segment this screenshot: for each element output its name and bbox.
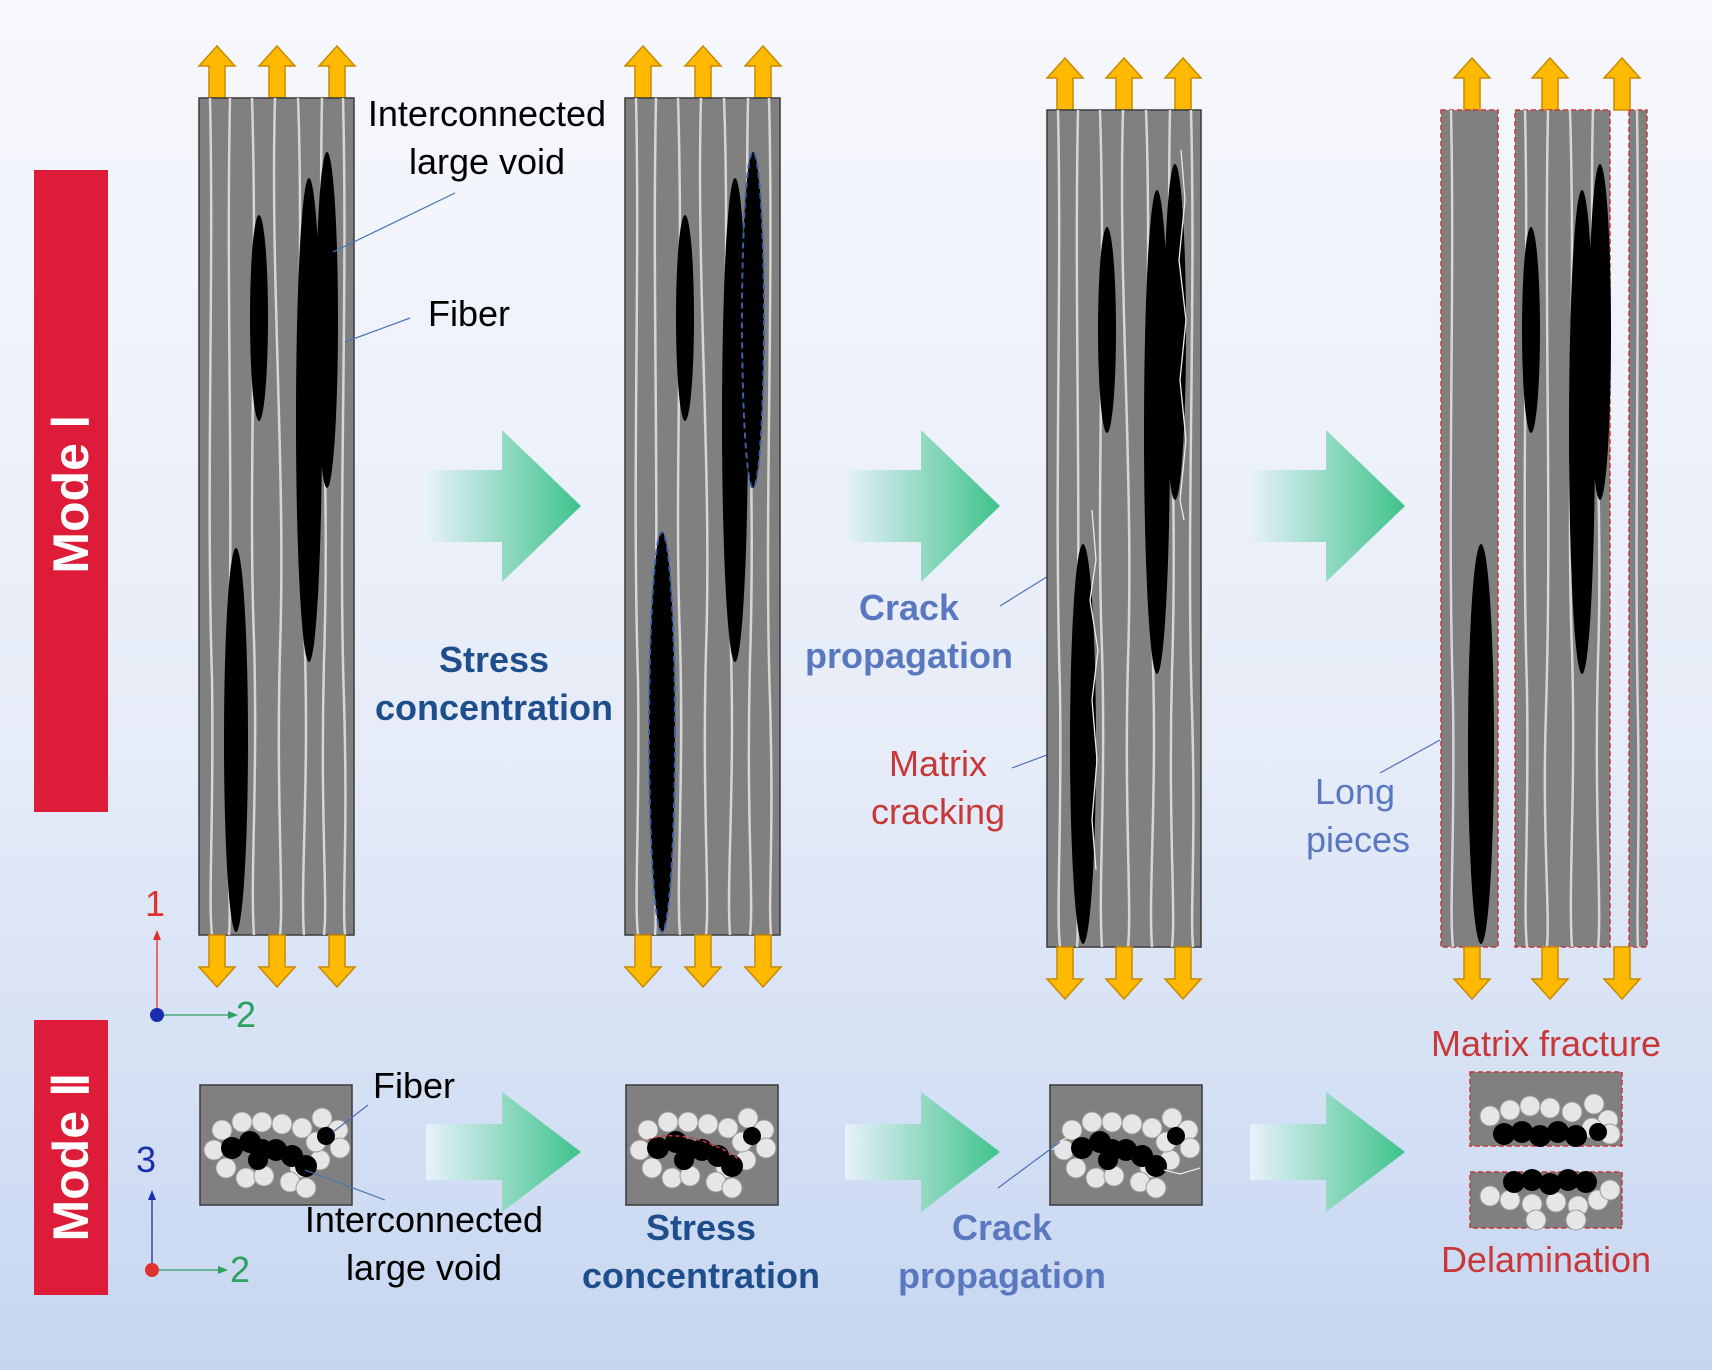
void-label-line2: large void bbox=[409, 141, 565, 182]
matrix-cracking-line2: cracking bbox=[871, 791, 1005, 832]
mode2-stress-line2: concentration bbox=[582, 1255, 820, 1296]
mode1-specimen-stage2 bbox=[624, 45, 782, 988]
load-arrow-down-icon bbox=[624, 934, 662, 988]
mode2-crack-line2: propagation bbox=[898, 1255, 1106, 1296]
mode1-specimen-stage1 bbox=[198, 45, 356, 988]
load-arrow-down-icon bbox=[744, 934, 782, 988]
axis-label-2b: 2 bbox=[230, 1249, 250, 1290]
load-arrow-down-icon bbox=[258, 934, 296, 988]
crack-label-line1: Crack bbox=[859, 587, 960, 628]
load-arrow-down-icon bbox=[1453, 946, 1491, 1000]
delamination-label: Delamination bbox=[1441, 1239, 1651, 1280]
load-arrow-down-icon bbox=[1603, 946, 1641, 1000]
load-arrow-up-icon bbox=[624, 45, 662, 99]
load-arrow-down-icon bbox=[1105, 946, 1143, 1000]
process-arrow-icon bbox=[1250, 1092, 1405, 1212]
long-pieces-line2: pieces bbox=[1306, 819, 1410, 860]
load-arrow-up-icon bbox=[258, 45, 296, 99]
process-arrow-icon bbox=[845, 430, 1000, 582]
load-arrow-up-icon bbox=[684, 45, 722, 99]
load-arrow-up-icon bbox=[1453, 57, 1491, 111]
crack-label-line2: propagation bbox=[805, 635, 1013, 676]
matrix-fracture-label: Matrix fracture bbox=[1431, 1023, 1661, 1064]
load-arrow-up-icon bbox=[744, 45, 782, 99]
load-arrow-up-icon bbox=[1603, 57, 1641, 111]
load-arrow-up-icon bbox=[1105, 57, 1143, 111]
mode1-band bbox=[34, 170, 108, 812]
load-arrow-down-icon bbox=[1531, 946, 1569, 1000]
mode1-axis: 1 2 bbox=[145, 883, 256, 1035]
load-arrow-up-icon bbox=[198, 45, 236, 99]
load-arrow-up-icon bbox=[318, 45, 356, 99]
axis-label-3: 3 bbox=[136, 1139, 156, 1180]
fiber-label: Fiber bbox=[428, 293, 510, 334]
mode2-void-label-line2: large void bbox=[346, 1247, 502, 1288]
load-arrow-up-icon bbox=[1046, 57, 1084, 111]
load-arrow-down-icon bbox=[198, 934, 236, 988]
mode2-band bbox=[34, 1020, 108, 1295]
load-arrow-down-icon bbox=[1164, 946, 1202, 1000]
mode2-section-stage4 bbox=[1469, 1071, 1623, 1231]
axis-label-1: 1 bbox=[145, 883, 165, 924]
process-arrow-icon bbox=[1250, 430, 1405, 582]
process-arrow-icon bbox=[845, 1092, 1000, 1212]
stress-label-line1: Stress bbox=[439, 639, 549, 680]
mode2-section-stage3 bbox=[1049, 1084, 1203, 1206]
process-arrow-icon bbox=[426, 1092, 581, 1212]
process-arrow-icon bbox=[426, 430, 581, 582]
mode1-band-label: Mode Ⅰ bbox=[43, 414, 99, 573]
mode2-section-stage1 bbox=[199, 1084, 353, 1206]
mode2-crack-line1: Crack bbox=[952, 1207, 1053, 1248]
mode2-axis: 3 2 bbox=[136, 1139, 250, 1290]
void-label-line1: Interconnected bbox=[368, 93, 606, 134]
axis-label-2: 2 bbox=[236, 994, 256, 1035]
stress-label-line2: concentration bbox=[375, 687, 613, 728]
mode2-band-label: Mode Ⅱ bbox=[43, 1072, 99, 1241]
matrix-cracking-line1: Matrix bbox=[889, 743, 987, 784]
load-arrow-down-icon bbox=[1046, 946, 1084, 1000]
mode1-specimen-stage4 bbox=[1440, 57, 1648, 1000]
load-arrow-up-icon bbox=[1164, 57, 1202, 111]
mode2-section-stage2 bbox=[625, 1084, 779, 1206]
mode1-specimen-stage3 bbox=[1046, 57, 1202, 1000]
load-arrow-down-icon bbox=[684, 934, 722, 988]
load-arrow-down-icon bbox=[318, 934, 356, 988]
mode2-fiber-label: Fiber bbox=[373, 1065, 455, 1106]
load-arrow-up-icon bbox=[1531, 57, 1569, 111]
long-pieces-line1: Long bbox=[1315, 771, 1395, 812]
mode2-stress-line1: Stress bbox=[646, 1207, 756, 1248]
